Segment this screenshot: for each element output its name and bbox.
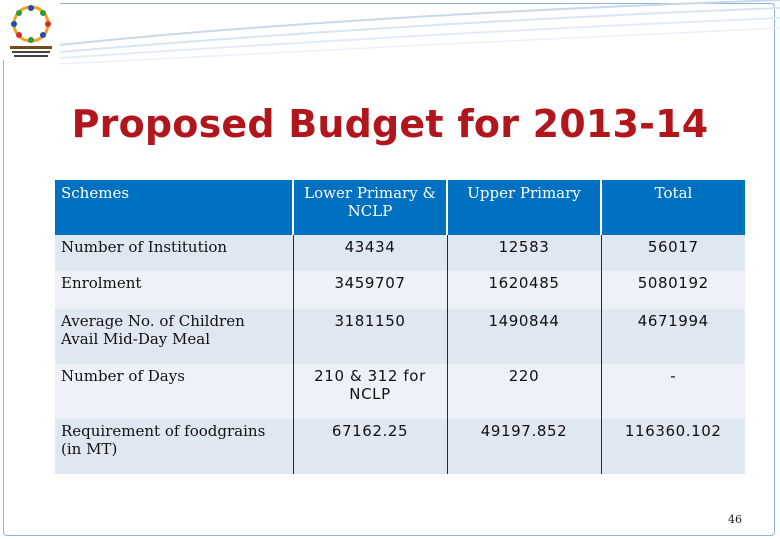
cell-total: - bbox=[600, 364, 745, 419]
table-row: Enrolment 3459707 1620485 5080192 bbox=[55, 271, 745, 309]
page-number: 46 bbox=[728, 513, 742, 526]
cell-upper-primary: 1620485 bbox=[446, 271, 601, 309]
row-label: Requirement of foodgrains (in MT) bbox=[55, 419, 293, 474]
cell-upper-primary: 1490844 bbox=[446, 309, 601, 364]
header-schemes: Schemes bbox=[55, 180, 293, 235]
table-row: Number of Institution 43434 12583 56017 bbox=[55, 235, 745, 271]
slide-title: Proposed Budget for 2013-14 bbox=[71, 102, 709, 146]
table-header-row: Schemes Lower Primary & NCLP Upper Prima… bbox=[55, 180, 745, 235]
cell-lower-primary: 3459707 bbox=[292, 271, 447, 309]
cell-total: 56017 bbox=[600, 235, 745, 271]
cell-total: 4671994 bbox=[600, 309, 745, 364]
cell-upper-primary: 220 bbox=[446, 364, 601, 419]
mid-day-meal-logo bbox=[2, 2, 60, 60]
table-row: Number of Days 210 & 312 for NCLP 220 - bbox=[55, 364, 745, 419]
cell-upper-primary: 12583 bbox=[446, 235, 601, 271]
header-total: Total bbox=[600, 180, 745, 235]
header-lower-primary: Lower Primary & NCLP bbox=[292, 180, 447, 235]
row-label: Average No. of Children Avail Mid-Day Me… bbox=[55, 309, 293, 364]
table-row: Requirement of foodgrains (in MT) 67162.… bbox=[55, 419, 745, 474]
cell-total: 116360.102 bbox=[600, 419, 745, 474]
cell-total: 5080192 bbox=[600, 271, 745, 309]
table-row: Average No. of Children Avail Mid-Day Me… bbox=[55, 309, 745, 364]
row-label: Number of Days bbox=[55, 364, 293, 419]
cell-lower-primary: 3181150 bbox=[292, 309, 447, 364]
budget-table: Schemes Lower Primary & NCLP Upper Prima… bbox=[55, 180, 745, 474]
header-swoosh-decoration bbox=[59, 0, 780, 65]
slide-border bbox=[3, 3, 775, 536]
header-upper-primary: Upper Primary bbox=[446, 180, 601, 235]
cell-lower-primary: 67162.25 bbox=[292, 419, 447, 474]
cell-upper-primary: 49197.852 bbox=[446, 419, 601, 474]
row-label: Enrolment bbox=[55, 271, 293, 309]
row-label: Number of Institution bbox=[55, 235, 293, 271]
cell-lower-primary: 43434 bbox=[292, 235, 447, 271]
cell-lower-primary: 210 & 312 for NCLP bbox=[292, 364, 447, 419]
